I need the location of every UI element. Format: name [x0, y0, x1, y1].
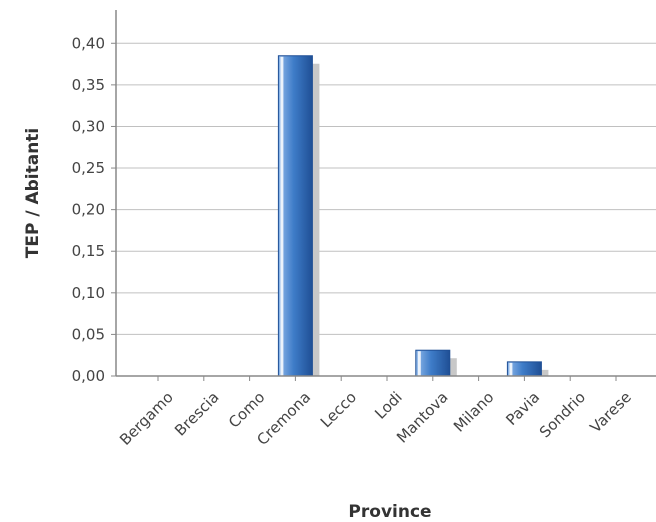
- y-axis-title: TEP / Abitanti: [23, 128, 43, 259]
- x-tick-label: Como: [225, 388, 268, 431]
- plot-area: [116, 42, 656, 335]
- x-tick-label: Sondrio: [536, 388, 589, 441]
- x-tick-label: Pavia: [502, 388, 543, 429]
- bar-cremona: [277, 55, 313, 377]
- y-tick-label: 0,40: [72, 34, 105, 52]
- y-tick-label: 0,10: [72, 284, 105, 302]
- y-tick-label: 0,20: [72, 201, 105, 219]
- bar-highlight: [417, 351, 421, 376]
- y-tick-label: 0,30: [72, 117, 105, 135]
- x-tick-label: Lodi: [371, 388, 406, 423]
- bar-mantova: [415, 349, 451, 377]
- y-tick-label: 0,25: [72, 159, 105, 177]
- y-axis: 0,00 0,05 0,10 0,15 0,20 0,25 0,30 0,35 0,40: [72, 10, 117, 385]
- x-tick-label: Brescia: [171, 388, 222, 439]
- bar-highlight: [280, 56, 284, 376]
- x-axis-title: Province: [348, 502, 431, 522]
- y-tick-label: 0,35: [72, 76, 105, 94]
- y-tick-label: 0,15: [72, 242, 105, 260]
- x-tick-label: Bergamo: [116, 388, 177, 449]
- bars: [277, 55, 549, 377]
- x-tick-label: Milano: [450, 388, 497, 435]
- bar-pavia: [506, 361, 542, 377]
- bar-highlight: [509, 362, 513, 376]
- x-tick-label: Lecco: [317, 388, 360, 431]
- x-tick-label: Varese: [586, 388, 634, 436]
- y-tick-label: 0,05: [72, 325, 105, 343]
- y-tick-label: 0,00: [72, 367, 105, 385]
